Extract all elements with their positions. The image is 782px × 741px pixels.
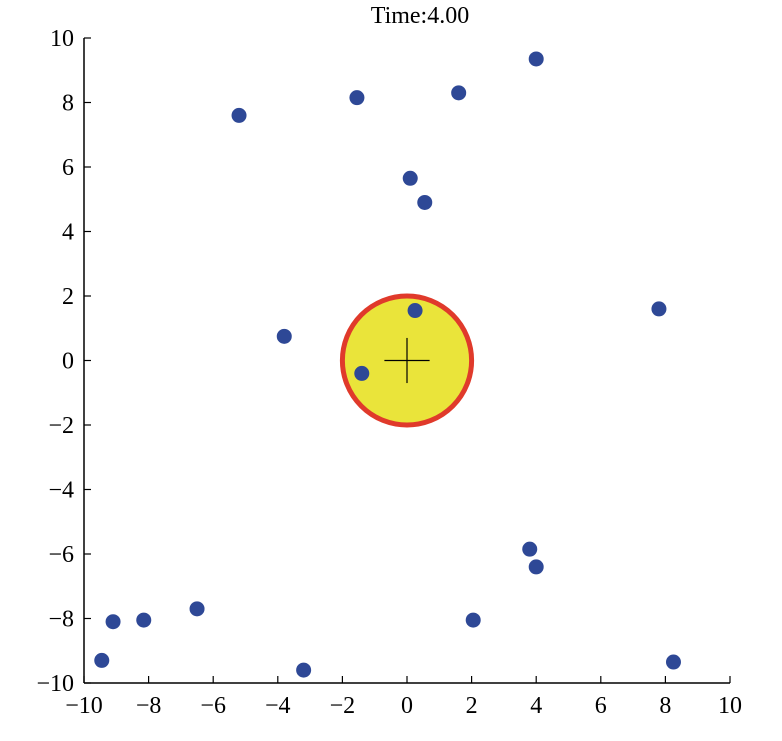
y-tick-label: −4: [48, 478, 74, 504]
plot-area: [94, 51, 681, 678]
data-point-2: [451, 85, 467, 101]
data-point-10: [354, 365, 370, 381]
data-point-1: [528, 51, 544, 67]
y-tick-label: 4: [62, 220, 74, 246]
x-tick-label: 2: [466, 693, 478, 719]
y-tick-label: 10: [50, 26, 74, 52]
y-tick-label: 0: [62, 349, 74, 375]
chart-title: Time:4.00: [371, 3, 469, 29]
axes: −10 −8 −6 −4 −2 0 2 4 6 8 10 −10 −8 −6 −4 −2 0 2 4 6 8 10: [36, 26, 742, 719]
data-point-16: [105, 614, 121, 630]
data-point-12: [528, 559, 544, 575]
x-tick-label: −4: [265, 693, 291, 719]
x-tick-label: −10: [65, 693, 103, 719]
data-point-13: [465, 612, 481, 628]
data-point-9: [276, 328, 292, 344]
data-point-4: [231, 107, 247, 123]
data-point-15: [136, 612, 152, 628]
y-tick-label: 2: [62, 284, 74, 310]
data-point-18: [296, 662, 312, 678]
data-point-11: [522, 541, 538, 557]
y-tick-label: 6: [62, 155, 74, 181]
data-point-14: [189, 601, 205, 617]
x-tick-label: −8: [136, 693, 162, 719]
x-tick-label: −2: [330, 693, 356, 719]
x-tick-label: −6: [200, 693, 226, 719]
data-point-17: [94, 652, 110, 668]
y-tick-label: −2: [48, 413, 74, 439]
data-point-7: [407, 303, 423, 319]
data-point-6: [417, 194, 433, 210]
x-tick-label: 0: [401, 693, 413, 719]
y-tick-label: −6: [48, 542, 74, 568]
data-point-5: [402, 170, 418, 186]
x-tick-label: 10: [718, 693, 742, 719]
y-tick-label: −10: [36, 671, 74, 697]
data-point-8: [651, 301, 667, 317]
x-tick-label: 8: [659, 693, 671, 719]
y-tick-label: −8: [48, 607, 74, 633]
data-point-19: [665, 654, 681, 670]
x-tick-label: 4: [530, 693, 542, 719]
x-tick-label: 6: [595, 693, 607, 719]
data-point-3: [349, 90, 365, 106]
y-tick-label: 8: [62, 91, 74, 117]
